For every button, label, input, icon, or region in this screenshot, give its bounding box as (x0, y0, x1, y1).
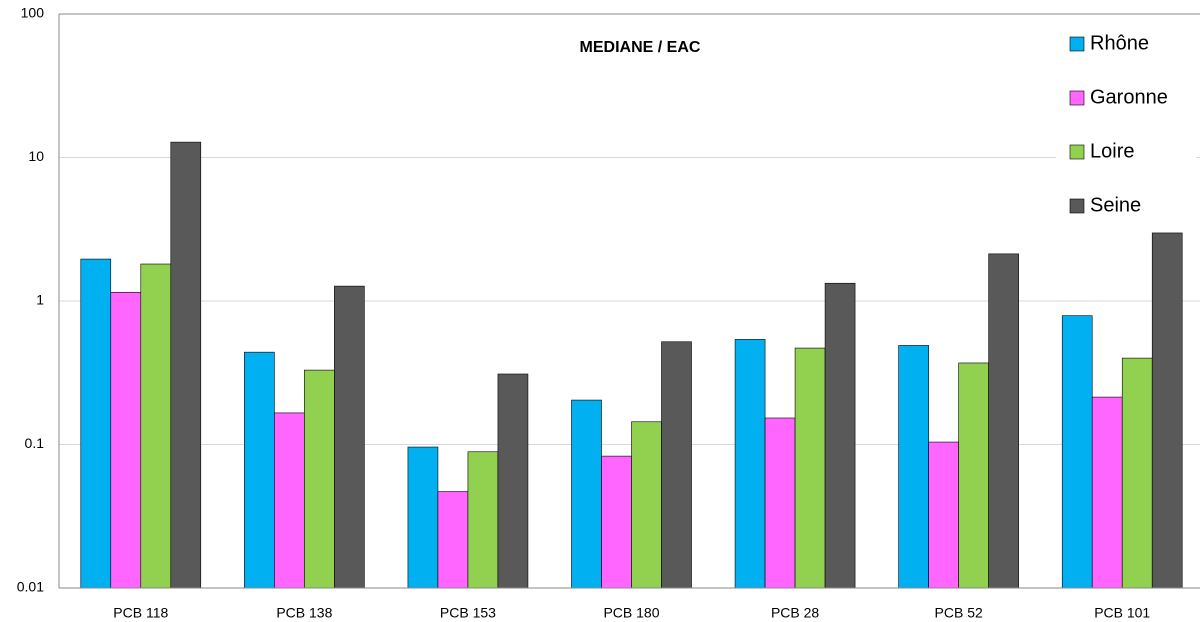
legend-label: Loire (1090, 140, 1134, 162)
bar (1061, 315, 1093, 589)
bar (274, 412, 305, 589)
bar (407, 446, 439, 589)
legend-label: Seine (1090, 194, 1141, 216)
bar (244, 351, 275, 589)
bar (794, 347, 826, 589)
bar (110, 291, 142, 589)
bar (1151, 232, 1183, 589)
bar (497, 373, 529, 589)
bar (988, 253, 1019, 589)
y-tick-label: 100 (21, 5, 45, 21)
x-tick-label: PCB 153 (440, 605, 496, 621)
bar (1121, 357, 1153, 589)
bar (571, 399, 602, 589)
bar (304, 369, 335, 589)
x-tick-label: PCB 138 (276, 605, 332, 621)
bar (334, 285, 365, 589)
bar (1091, 396, 1123, 589)
y-tick-label: 10 (28, 148, 44, 164)
legend-swatch (1069, 36, 1085, 52)
bar (170, 141, 202, 589)
legend-label: Garonne (1090, 86, 1168, 108)
bar (958, 362, 989, 589)
bar (898, 345, 929, 589)
legend-label: Rhône (1090, 32, 1149, 54)
bar (140, 263, 172, 589)
y-tick-label: 0.1 (25, 435, 45, 451)
legend: Rhône Garonne Loire Seine (1056, 22, 1196, 232)
x-tick-label: PCB 28 (771, 605, 819, 621)
bar (631, 421, 662, 589)
y-tick-label: 1 (36, 292, 44, 308)
bar (928, 441, 959, 589)
y-tick-label: 0.01 (17, 579, 44, 595)
bar (764, 417, 796, 589)
chart-title: MEDIANE / EAC (580, 39, 701, 56)
x-tick-label: PCB 52 (935, 605, 983, 621)
bar (601, 455, 632, 589)
x-tick-label: PCB 101 (1094, 605, 1150, 621)
legend-background (1056, 22, 1196, 232)
bar (824, 282, 856, 589)
x-tick-label: PCB 118 (113, 605, 168, 621)
bar (467, 451, 499, 589)
legend-swatch (1069, 90, 1085, 106)
bar (734, 339, 766, 589)
bar (661, 341, 692, 589)
legend-swatch (1069, 144, 1085, 160)
x-tick-label: PCB 180 (603, 605, 659, 621)
bar (437, 491, 469, 589)
bars: PCB 118 PCB 138 PCB 153 PCB 180 PCB 28 PCB 52… (59, 141, 1200, 621)
bar (80, 258, 112, 589)
legend-swatch (1069, 198, 1085, 214)
